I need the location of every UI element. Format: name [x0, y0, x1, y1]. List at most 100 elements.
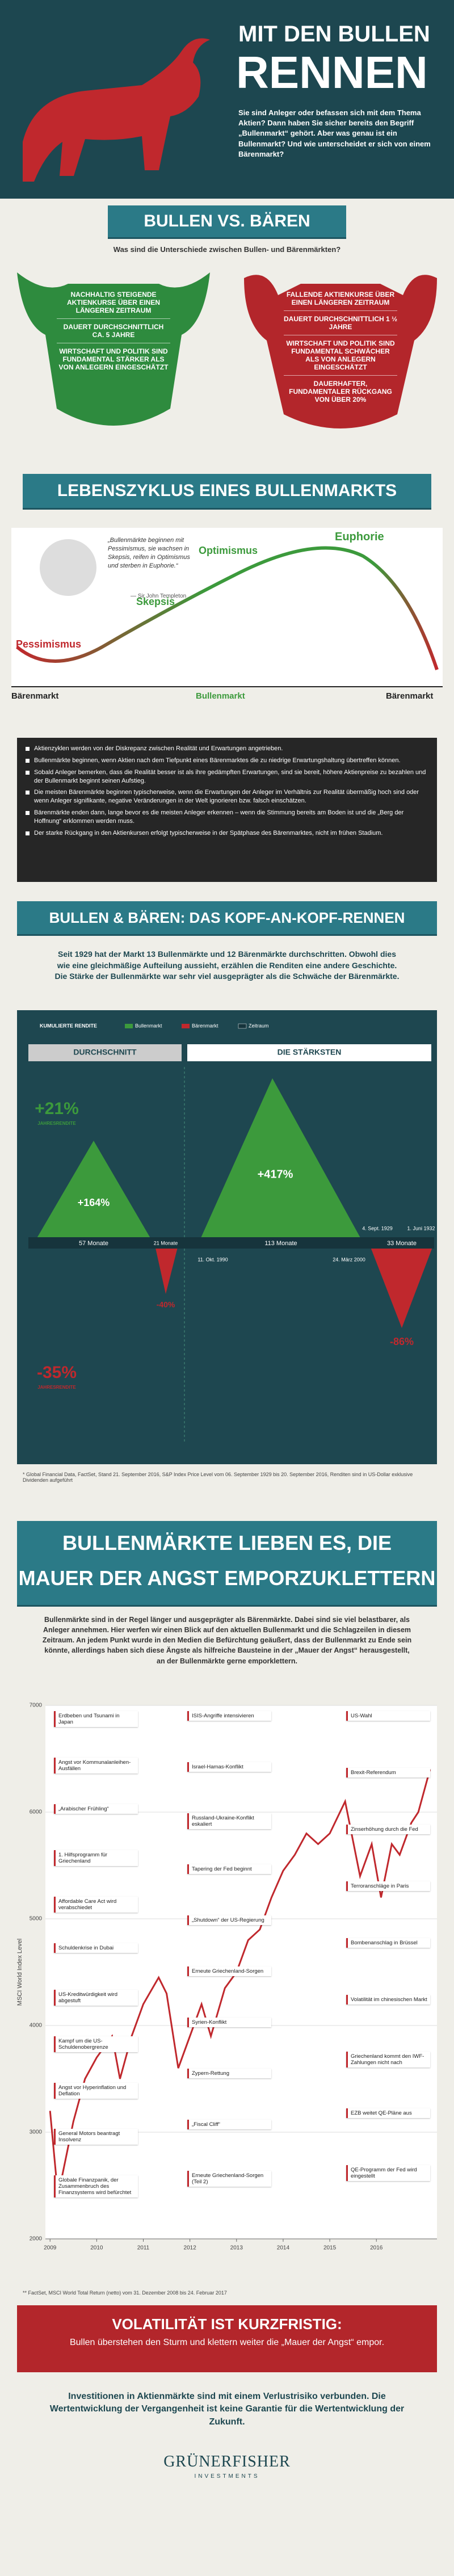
- section-title: BULLEN & BÄREN: DAS KOPF-AN-KOPF-RENNEN: [17, 901, 437, 934]
- legend-swatch: [125, 1024, 133, 1028]
- annotation: US-Kreditwürdigkeit wird abgestuft: [54, 1989, 138, 2006]
- annotation: „Fiscal Cliff“: [187, 2120, 271, 2129]
- race-label: +21%: [35, 1099, 79, 1118]
- race-label: -40%: [157, 1300, 175, 1309]
- annotation: Erneute Griechenland-Sorgen (Teil 2): [187, 2171, 271, 2187]
- race-label: -35%: [37, 1363, 77, 1382]
- race-label: 4. Sept. 1929: [362, 1225, 393, 1231]
- bullet-box: Aktienzyklen werden von der Diskrepanz z…: [17, 738, 437, 882]
- annotation: Schuldenkrise in Dubai: [54, 1943, 138, 1953]
- cycle-curve: [16, 546, 439, 670]
- race-label: JAHRESRENDITE: [37, 1121, 76, 1126]
- x-tick-label: 2016: [370, 2245, 383, 2251]
- section-title: LEBENSZYKLUS EINES BULLENMARKTS: [23, 474, 431, 508]
- trait: DAUERT DURCHSCHNITTLICH 1 ½ JAHRE: [284, 310, 397, 335]
- y-tick-label: 3000: [30, 2129, 43, 2136]
- bullet: Bullenmärkte beginnen, wenn Aktien nach …: [26, 757, 428, 765]
- title-line-1: MIT DEN BULLEN: [238, 22, 430, 47]
- race-label: DURCHSCHNITT: [73, 1048, 137, 1057]
- annotation: Erneute Griechenland-Sorgen: [187, 1966, 271, 1976]
- annotation: Griechenland kommt den IWF-Zahlungen nic…: [346, 2052, 430, 2067]
- annotation: Brexit-Referendum: [346, 1768, 430, 1777]
- bullet-text: Der starke Rückgang in den Aktienkursen …: [34, 829, 383, 837]
- annotation: Syrien-Konflikt: [187, 2018, 271, 2027]
- quote: „Bullenmärkte beginnen mit Pessimismus, …: [108, 537, 190, 569]
- trait: WIRTSCHAFT UND POLITIK SIND FUNDAMENTAL …: [284, 335, 397, 375]
- panel-header: [28, 1044, 182, 1061]
- race-label: +164%: [78, 1197, 110, 1208]
- annotation: Bombenanschlag in Brüssel: [346, 1938, 430, 1948]
- legend-swatch: [182, 1024, 190, 1028]
- intro: Sie sind Anleger oder befassen sich mit …: [238, 108, 431, 158]
- bullet-text: Aktienzyklen werden von der Diskrepanz z…: [34, 745, 283, 752]
- legend-swatch: [238, 1023, 247, 1029]
- x-tick-label: 2013: [230, 2245, 243, 2251]
- bullet-dot: [26, 811, 30, 816]
- y-tick-label: 7000: [30, 1703, 43, 1709]
- race-label: 33 Monate: [387, 1240, 417, 1247]
- panel-header: [187, 1044, 431, 1061]
- race-label: 24. März 2000: [333, 1257, 365, 1262]
- bullet: Bärenmärkte enden dann, lange bevor es d…: [26, 809, 428, 826]
- y-tick-label: 6000: [30, 1809, 43, 1816]
- trait: WIRTSCHAFT UND POLITIK SIND FUNDAMENTAL …: [57, 343, 170, 375]
- x-tick-label: 2014: [277, 2245, 290, 2251]
- annotation: Terroranschläge in Paris: [346, 1881, 430, 1891]
- annotation: Kampf um die US-Schuldenobergrenze: [54, 2036, 138, 2052]
- index-line: [49, 1769, 431, 2197]
- phase-label: Optimismus: [199, 545, 258, 556]
- closing: Investitionen in Aktienmärkte sind mit e…: [49, 2392, 405, 2427]
- race-intro: Seit 1929 hat der Markt 13 Bullenmärkte …: [54, 949, 400, 981]
- line-chart-wrap: 2000 3000 4000 5000 6000 7000 2009 2010 2011 2012…: [0, 1694, 454, 2284]
- title-line: BULLENMÄRKTE LIEBEN ES, DIE: [62, 1531, 392, 1554]
- bullet-dot: [26, 758, 30, 763]
- phase-label: Pessimismus: [16, 638, 82, 650]
- bear-traits: FALLENDE AKTIENKURSE ÜBER EINEN LÄNGEREN…: [284, 287, 397, 407]
- y-tick-label: 4000: [30, 2023, 43, 2029]
- x-tick-label: 2012: [184, 2245, 197, 2251]
- x-tick-label: 2009: [44, 2245, 57, 2251]
- quote-author: — Sir John Templeton: [131, 593, 187, 599]
- annotation: Zypern-Rettung: [187, 2069, 271, 2078]
- bullet: Die meisten Bärenmärkte beginnen typisch…: [26, 788, 428, 805]
- wall-intro: Bullenmärkte sind in der Regel länger un…: [42, 1616, 412, 1665]
- logo: GRÜNERFISHER: [163, 2453, 291, 2470]
- bear-triangle: [369, 1243, 434, 1328]
- annotation: 1. Hilfsprogramm für Griechenland: [54, 1850, 138, 1867]
- header-bull: [23, 38, 210, 182]
- bullet-dot: [26, 770, 30, 775]
- x-tick-label: 2015: [323, 2245, 337, 2251]
- race-label: Bärenmarkt: [192, 1023, 218, 1028]
- annotation: Tapering der Fed beginnt: [187, 1864, 271, 1874]
- bullet: Der starke Rückgang in den Aktienkursen …: [26, 829, 428, 838]
- y-axis-label: MSCI World Index Level: [16, 1939, 23, 2006]
- annotation: Angst vor Hyperinflation und Deflation: [54, 2082, 138, 2099]
- race-label: -86%: [390, 1336, 414, 1347]
- race-label: 57 Monate: [79, 1240, 108, 1247]
- section-title: BULLEN VS. BÄREN: [108, 205, 346, 237]
- annotation: Erdbeben und Tsunami in Japan: [54, 1711, 138, 1727]
- bullet-text: Bullenmärkte beginnen, wenn Aktien nach …: [34, 757, 401, 764]
- y-tick-label: 5000: [30, 1916, 43, 1922]
- race-label: Zeitraum: [249, 1023, 269, 1028]
- footnote: * Global Financial Data, FactSet, Stand …: [23, 1472, 413, 1483]
- annotation: Volatilität im chinesischen Markt: [346, 1995, 430, 2005]
- bullet-dot: [26, 747, 30, 751]
- market-label: Bullenmarkt: [196, 691, 245, 701]
- annotation: US-Wahl: [346, 1711, 430, 1721]
- race-label: JAHRESRENDITE: [37, 1385, 76, 1390]
- bear-triangle: [154, 1243, 179, 1294]
- trait: FALLENDE AKTIENKURSE ÜBER EINEN LÄNGEREN…: [286, 291, 395, 306]
- x-tick-label: 2010: [90, 2245, 103, 2251]
- market-label: Bärenmarkt: [386, 691, 434, 701]
- logo-sub: INVESTMENTS: [194, 2473, 260, 2480]
- bull-traits: NACHHALTIG STEIGENDE AKTIENKURSE ÜBER EI…: [57, 287, 170, 375]
- trait: NACHHALTIG STEIGENDE AKTIENKURSE ÜBER EI…: [66, 291, 160, 314]
- bull-triangle: [34, 1141, 153, 1243]
- banner-text: Bullen überstehen den Sturm und klettern…: [69, 2338, 385, 2347]
- annotation: Angst vor Kommunalanleihen-Ausfällen: [54, 1757, 138, 1774]
- annotation: Russland-Ukraine-Konflikt eskaliert: [187, 1813, 271, 1829]
- bullet-text: Bärenmärkte enden dann, lange bevor es d…: [34, 809, 404, 825]
- y-tick-label: 2000: [30, 2236, 43, 2242]
